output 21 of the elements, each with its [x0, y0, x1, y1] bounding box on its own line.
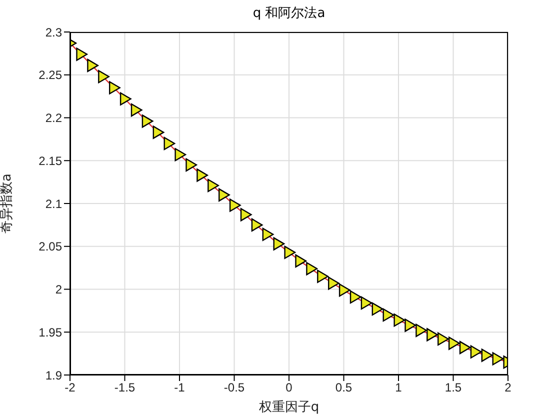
- x-tick-label: 1.5: [444, 380, 462, 395]
- y-axis-title: 奇异指数a: [0, 174, 15, 234]
- x-tick-label: -1: [174, 380, 186, 395]
- y-tick-label: 2.25: [38, 68, 62, 82]
- chart-title: q 和阿尔法a: [252, 5, 326, 22]
- y-tick-label: 2.3: [45, 25, 62, 40]
- y-tick-label: 2.2: [45, 111, 62, 126]
- y-tick-label: 1.95: [38, 325, 62, 340]
- x-tick-label: 1: [395, 380, 402, 395]
- y-tick-label: 1.9: [45, 368, 62, 382]
- y-tick-label: 2.05: [38, 240, 62, 254]
- x-tick-label: 2: [504, 380, 512, 395]
- x-axis-title: 权重因子q: [258, 400, 320, 415]
- x-tick-label: -1.5: [114, 380, 136, 395]
- x-tick-label: 0.5: [335, 380, 352, 395]
- y-tick-label: 2: [55, 282, 62, 297]
- y-tick-label: 2.1: [45, 196, 62, 211]
- x-tick-label: -0.5: [224, 380, 245, 395]
- y-tick-label: 2.15: [38, 154, 62, 168]
- x-tick-label: 0: [286, 380, 293, 395]
- x-tick-label: -2: [64, 380, 76, 395]
